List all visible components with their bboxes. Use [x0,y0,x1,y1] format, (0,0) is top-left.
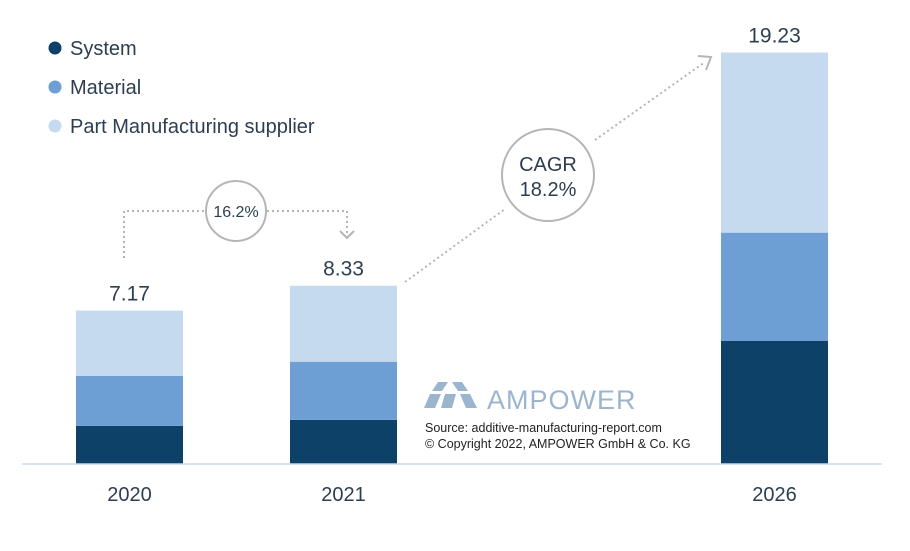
total-label-2020: 7.17 [109,283,150,306]
logo-mark [424,382,477,408]
legend-item: Material [48,77,141,99]
total-label-2026: 19.23 [748,24,801,47]
bar-2021-part-manufacturing-supplier [290,285,397,362]
logo-text: AMPOWER [487,385,637,415]
cagr-label: CAGR [519,154,577,176]
legend-label: Part Manufacturing supplier [70,116,315,138]
bar-2026-material [721,232,828,341]
x-tick-label-2021: 2021 [321,484,366,506]
growth-label: 16.2% [213,204,258,221]
legend-label: Material [70,77,141,99]
x-tick-label-2020: 2020 [107,484,152,506]
legend-swatch [48,41,62,55]
legend-item: Part Manufacturing supplier [48,116,315,138]
bar-2020-system [76,425,183,464]
copyright-text: © Copyright 2022, AMPOWER GmbH & Co. KG [425,437,691,451]
bars [76,52,828,464]
cagr-value: 18.2% [520,179,577,201]
legend-item: System [48,38,137,60]
total-label-2021: 8.33 [323,258,364,281]
cagr-annotation: CAGR 18.2% [404,55,713,283]
x-tick-label-2026: 2026 [752,484,797,506]
bar-2020-material [76,375,183,426]
legend-swatch [48,119,62,133]
ampower-logo: AMPOWER [424,382,637,415]
legend: System Material Part Manufacturing supplie… [48,38,315,138]
legend-label: System [70,38,137,60]
bar-2026-part-manufacturing-supplier [721,52,828,233]
x-tick-labels: 2020 2021 2026 [107,484,797,506]
bar-2021-system [290,419,397,464]
source-text: Source: additive-manufacturing-report.co… [425,421,662,435]
bar-2026-system [721,340,828,464]
growth-annotation: 16.2% [123,180,355,258]
legend-swatch [48,80,62,94]
bar-2021-material [290,361,397,420]
bar-2020-part-manufacturing-supplier [76,310,183,376]
total-labels: 7.17 8.33 19.23 [109,24,801,305]
